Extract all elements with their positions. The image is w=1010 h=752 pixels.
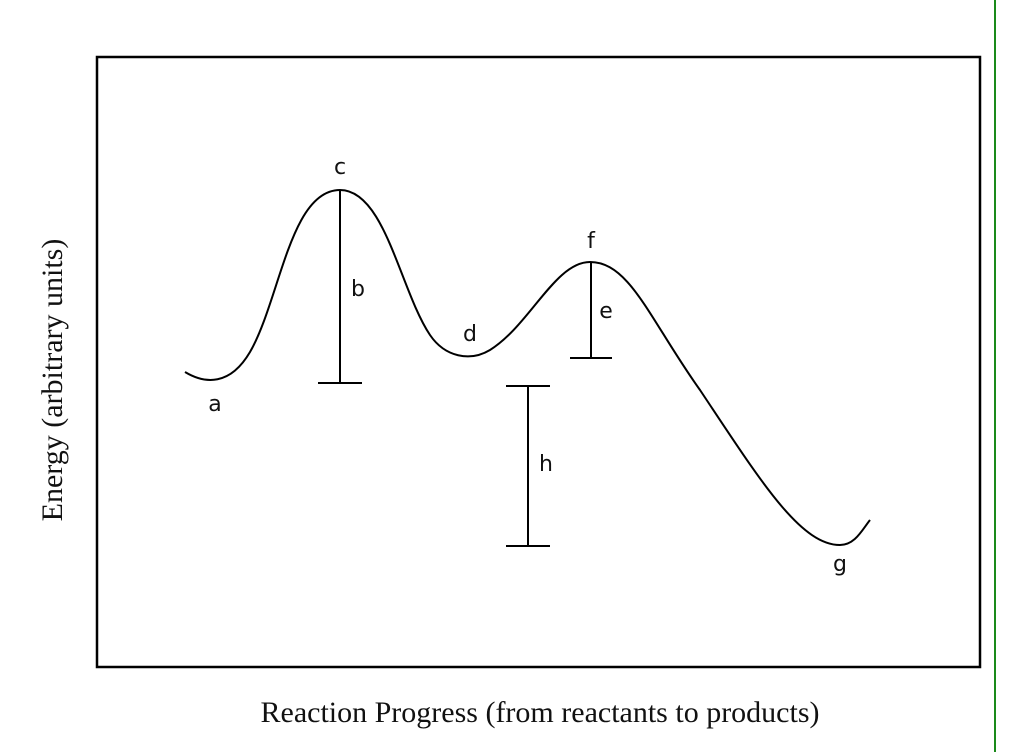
point-label: b [351, 277, 365, 302]
x-axis-label: Reaction Progress (from reactants to pro… [261, 696, 820, 729]
point-label: g [833, 552, 847, 577]
point-label: c [334, 155, 346, 180]
point-label: h [539, 452, 553, 477]
plot-frame [95, 55, 982, 669]
energy-bars [318, 190, 612, 547]
point-label: f [587, 229, 596, 254]
energy-curve [184, 188, 871, 547]
y-axis-label: Energy (arbitrary units) [36, 239, 69, 522]
point-label: d [463, 322, 477, 347]
point-label: e [599, 299, 613, 324]
point-label: a [208, 392, 221, 417]
